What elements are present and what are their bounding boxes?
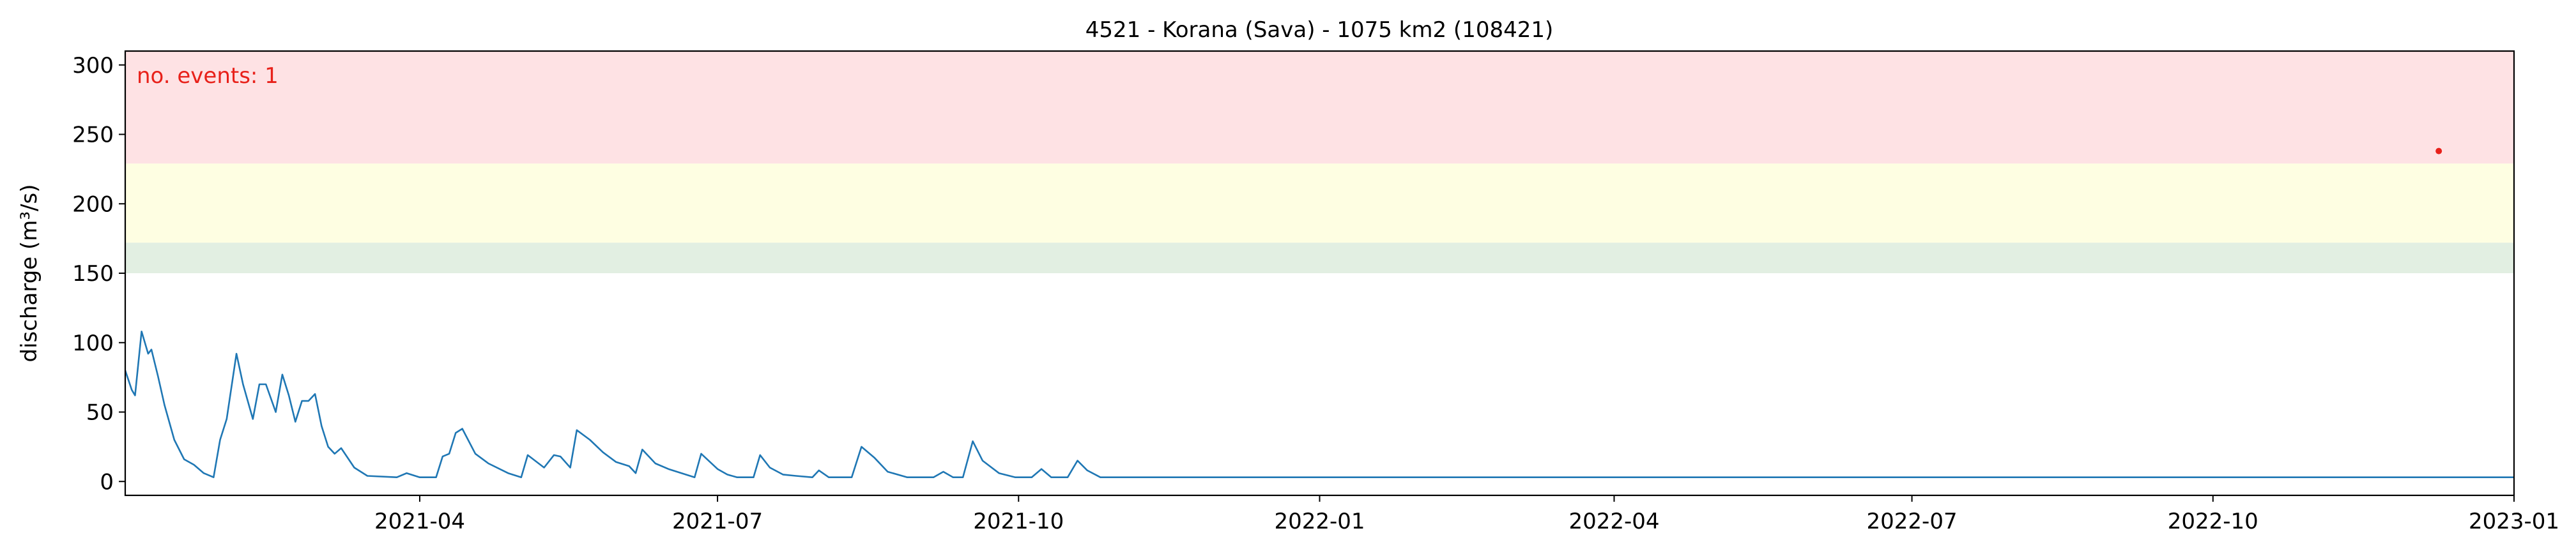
x-axis: 2021-04 2021-07 2021-10 2022-01 2022-04 2022-… — [374, 495, 2559, 534]
event-marker-0 — [2435, 147, 2442, 154]
series-layer — [124, 331, 2514, 478]
y-tick-label-5: 250 — [72, 123, 114, 148]
events-layer — [2435, 147, 2442, 154]
x-tick-label-6: 2022-10 — [2168, 509, 2258, 534]
threshold-band-0 — [125, 243, 2514, 273]
x-tick-label-2: 2021-10 — [973, 509, 1064, 534]
y-axis-label: discharge (m³/s) — [17, 184, 42, 363]
y-tick-label-0: 0 — [100, 469, 114, 495]
y-tick-label-1: 50 — [86, 400, 114, 426]
x-tick-label-5: 2022-07 — [1867, 509, 1958, 534]
y-tick-label-2: 100 — [72, 331, 114, 356]
threshold-band-2 — [125, 51, 2514, 164]
chart-title: 4521 - Korana (Sava) - 1075 km2 (108421) — [1085, 17, 1554, 43]
x-tick-label-3: 2022-01 — [1274, 509, 1365, 534]
x-tick-label-1: 2021-07 — [672, 509, 763, 534]
y-axis: 0 50 100 150 200 250 300 — [72, 53, 125, 495]
series-line-0 — [124, 331, 2514, 478]
x-tick-label-7: 2023-01 — [2469, 509, 2559, 534]
threshold-bands — [125, 51, 2514, 273]
x-tick-label-4: 2022-04 — [1568, 509, 1659, 534]
x-tick-label-0: 2021-04 — [374, 509, 465, 534]
events-annotation: no. events: 1 — [137, 63, 279, 89]
threshold-band-1 — [125, 163, 2514, 243]
y-tick-label-6: 300 — [72, 53, 114, 79]
y-tick-label-4: 200 — [72, 192, 114, 217]
y-tick-label-3: 150 — [72, 261, 114, 287]
